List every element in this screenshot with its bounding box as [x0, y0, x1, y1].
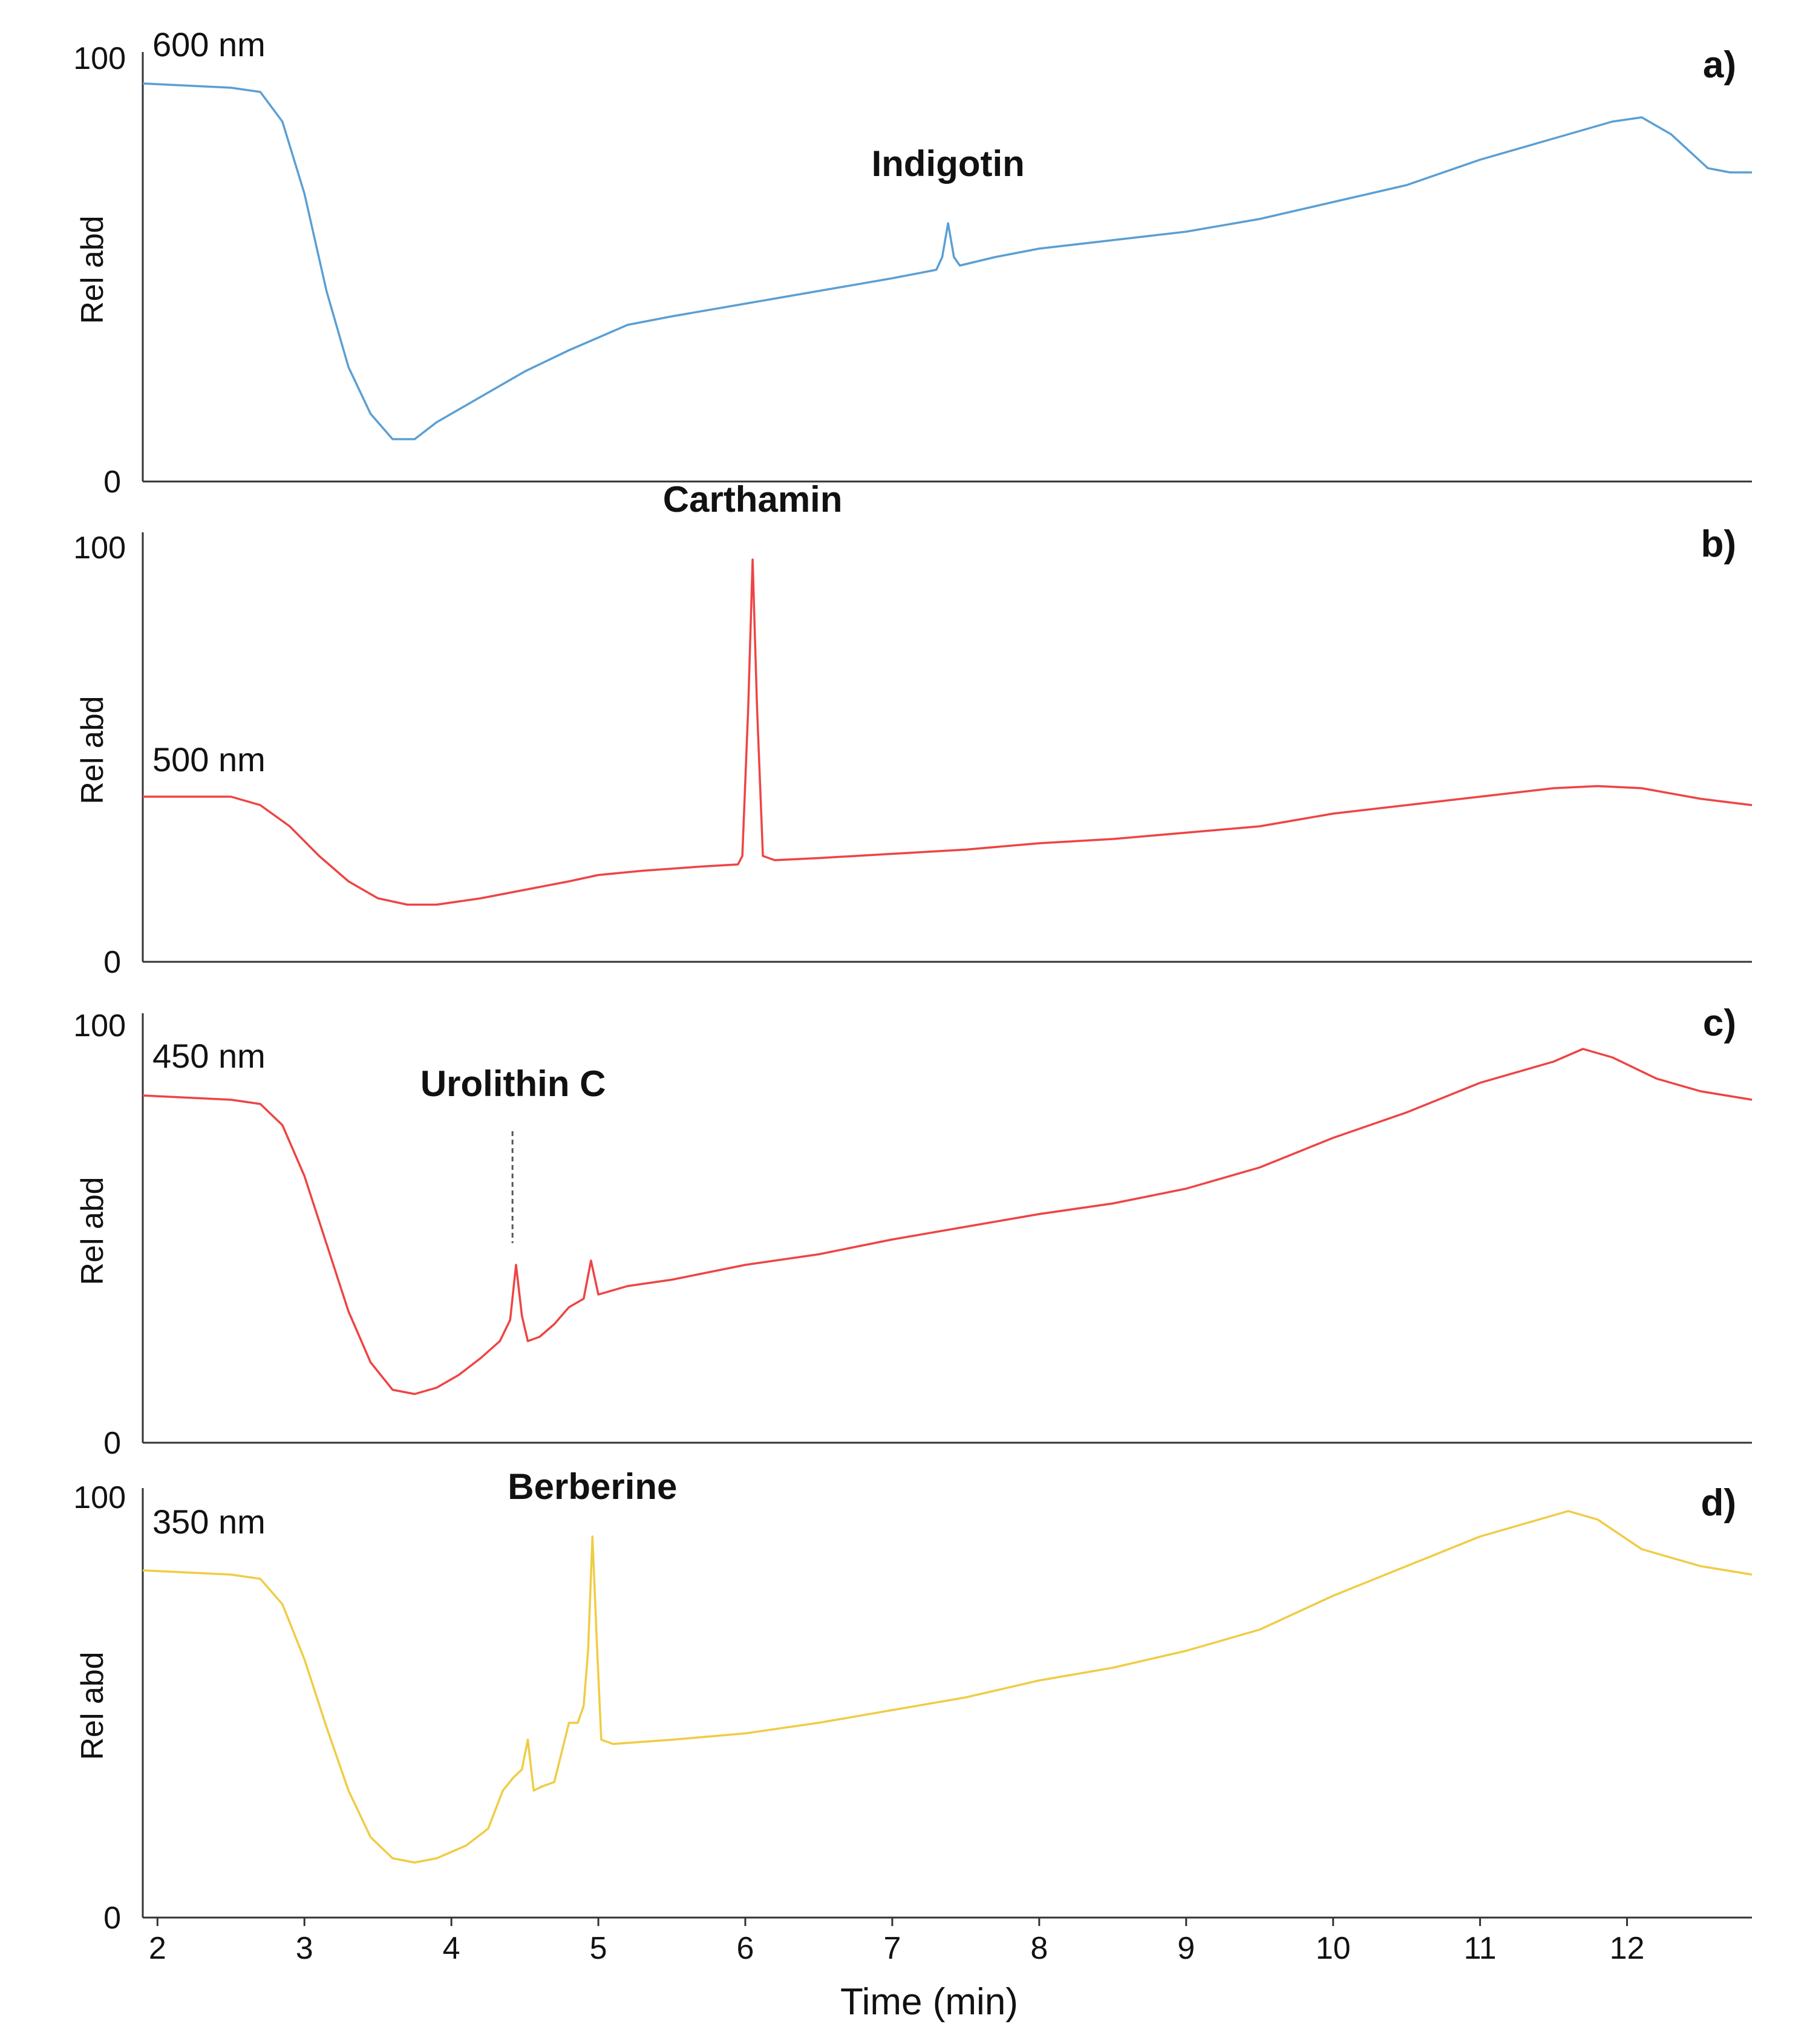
wavelength-label: 500 nm	[152, 740, 266, 779]
x-tick-label: 11	[1464, 1931, 1497, 1966]
panel-id-label: b)	[1701, 523, 1736, 565]
panel-b: 100 0 Rel abd 500 nm b) Carthamin	[73, 479, 1753, 980]
x-tick-label: 6	[737, 1931, 754, 1966]
wavelength-label: 350 nm	[152, 1503, 266, 1541]
y-tick-label-top: 100	[73, 41, 126, 76]
y-tick-label-bottom: 0	[103, 465, 121, 500]
y-axis-label: Rel abd	[75, 696, 110, 804]
trace-line	[142, 1510, 1753, 1864]
x-tick-label: 4	[443, 1931, 460, 1966]
x-axis-label: Time (min)	[840, 1981, 1018, 2023]
panel-id-label: c)	[1703, 1002, 1736, 1044]
y-axis-label: Rel abd	[75, 215, 110, 324]
trace-line	[143, 558, 1753, 906]
x-tick-label: 9	[1177, 1931, 1195, 1966]
y-axis-label: Rel abd	[75, 1177, 110, 1285]
trace-line	[142, 1048, 1753, 1396]
y-tick-label-bottom: 0	[103, 1426, 121, 1461]
panel-a: 100 0 Rel abd 600 nm a) Indigotin	[73, 25, 1752, 500]
x-tick-label: 2	[149, 1931, 166, 1966]
x-tick-label: 12	[1610, 1931, 1645, 1966]
y-axis-label: Rel abd	[75, 1651, 110, 1760]
x-axis: 2 3 4 5 6 7 8 9 10 11 12 Time (min)	[149, 1918, 1645, 2023]
y-tick-label-top: 100	[73, 531, 126, 566]
panel-id-label: d)	[1701, 1482, 1736, 1524]
wavelength-label: 600 nm	[152, 25, 266, 64]
y-tick-label-bottom: 0	[103, 1901, 121, 1936]
panel-id-label: a)	[1703, 44, 1736, 86]
y-tick-label-top: 100	[73, 1480, 126, 1515]
trace-line	[142, 82, 1752, 440]
x-tick-label: 5	[590, 1931, 607, 1966]
wavelength-label: 450 nm	[152, 1037, 266, 1075]
x-tick-label: 3	[296, 1931, 313, 1966]
peak-annotation-label: Carthamin	[663, 479, 843, 520]
y-tick-label-bottom: 0	[103, 945, 121, 980]
x-tick-label: 10	[1316, 1931, 1351, 1966]
panel-d: 100 0 Rel abd 350 nm d) Berberine	[73, 1466, 1753, 1936]
peak-annotation-label: Urolithin C	[420, 1063, 606, 1104]
peak-annotation-label: Indigotin	[872, 143, 1025, 184]
x-tick-label: 8	[1030, 1931, 1048, 1966]
y-tick-label-top: 100	[73, 1008, 126, 1043]
peak-annotation-label: Berberine	[508, 1466, 677, 1507]
panel-c: 100 0 Rel abd 450 nm c) Urolithin C	[73, 1002, 1753, 1461]
x-tick-label: 7	[883, 1931, 901, 1966]
